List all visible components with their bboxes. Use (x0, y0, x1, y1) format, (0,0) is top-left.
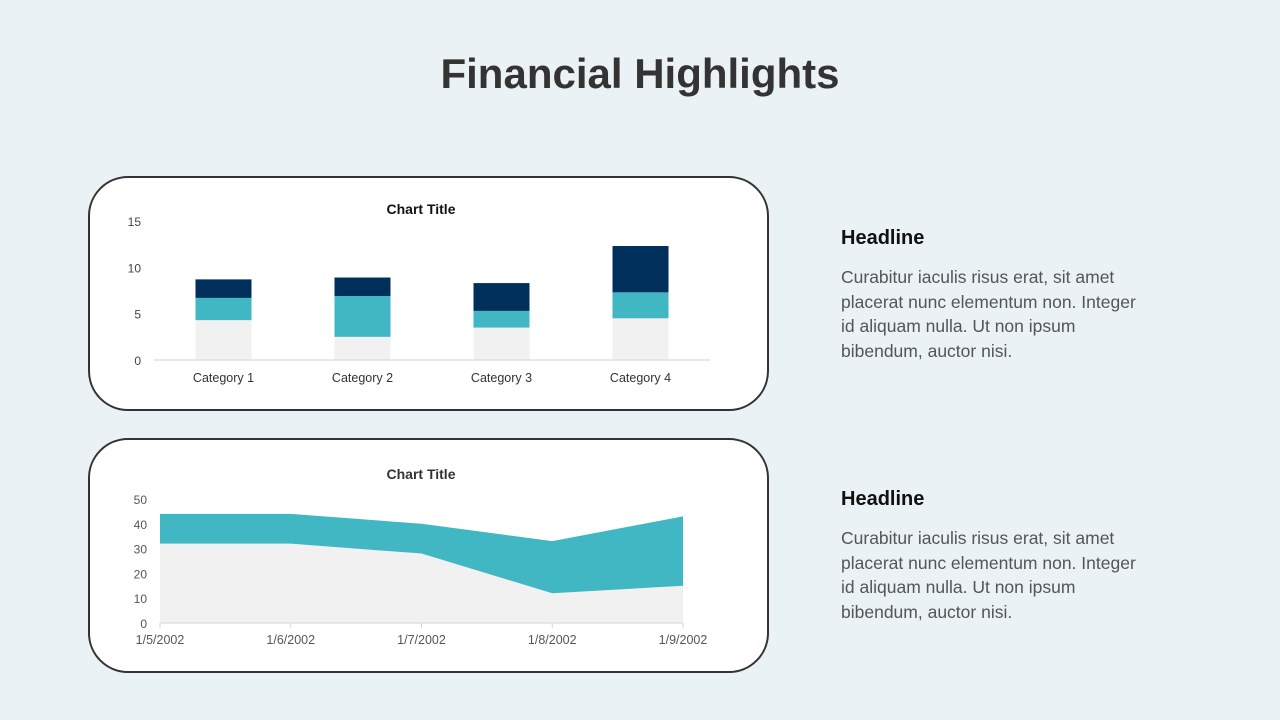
y-tick-label: 15 (128, 215, 142, 229)
y-tick-label: 20 (134, 567, 148, 581)
area-series-1 (160, 543, 683, 623)
x-tick-label: Category 3 (471, 371, 532, 385)
x-tick-label: 1/8/2002 (528, 633, 577, 647)
body-text-1: Curabitur iaculis risus erat, sit amet p… (841, 267, 1136, 361)
area-series-2 (160, 513, 683, 594)
x-tick-label: 1/5/2002 (136, 633, 185, 647)
bar-series-2 (612, 292, 669, 319)
y-tick-label: 30 (134, 543, 148, 557)
y-tick-label: 10 (134, 592, 148, 606)
bar-series-1 (334, 336, 391, 360)
x-tick-label: 1/6/2002 (266, 633, 315, 647)
y-tick-label: 0 (140, 617, 147, 631)
chart-title: Chart Title (387, 201, 456, 217)
y-tick-label: 40 (134, 518, 148, 532)
y-tick-label: 50 (134, 493, 148, 507)
bar-series-1 (473, 327, 530, 360)
y-tick-label: 10 (128, 261, 142, 275)
x-tick-label: Category 4 (610, 371, 671, 385)
x-tick-label: Category 1 (193, 371, 254, 385)
bar-series-3 (334, 277, 391, 297)
x-tick-label: 1/7/2002 (397, 633, 446, 647)
bar-series-2 (195, 297, 252, 321)
x-tick-label: Category 2 (332, 371, 393, 385)
body-text-2: Curabitur iaculis risus erat, sit amet p… (841, 528, 1136, 622)
bar-series-2 (473, 310, 530, 328)
headline-1: Headline (841, 227, 925, 249)
x-tick-label: 1/9/2002 (659, 633, 708, 647)
headline-2: Headline (841, 488, 925, 510)
chart-title: Chart Title (387, 466, 456, 482)
bar-series-1 (195, 320, 252, 360)
y-tick-label: 0 (134, 354, 141, 368)
bar-series-3 (195, 279, 252, 298)
page-title: Financial Highlights (440, 50, 840, 97)
bar-series-3 (612, 246, 669, 293)
bar-series-1 (612, 318, 669, 360)
bar-series-3 (473, 283, 530, 311)
y-tick-label: 5 (134, 308, 141, 322)
bar-series-2 (334, 296, 391, 337)
